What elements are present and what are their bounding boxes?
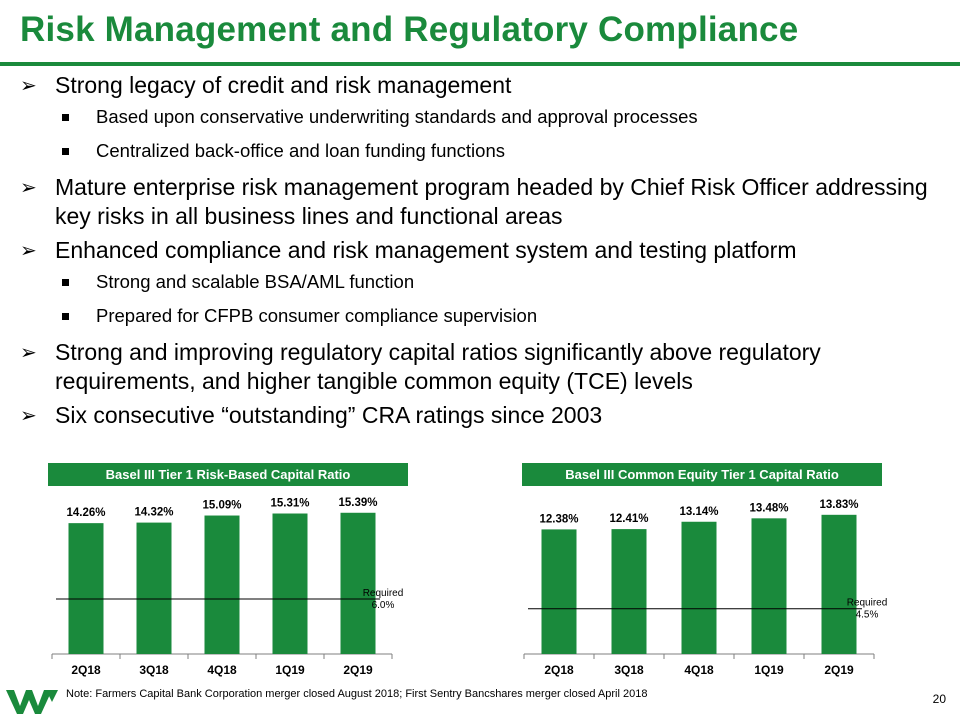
cet1-capital-chart: Basel III Common Equity Tier 1 Capital R… — [520, 463, 887, 683]
bar — [340, 512, 376, 654]
arrow-bullet-icon: ➢ — [20, 175, 37, 199]
square-bullet-icon — [62, 114, 69, 121]
sub-bullet-text: Based upon conservative underwriting sta… — [96, 106, 698, 127]
bullet-item: ➢ Strong legacy of credit and risk manag… — [20, 71, 950, 100]
required-label: Required — [847, 598, 888, 609]
square-bullet-icon — [62, 148, 69, 155]
x-tick-label: 4Q18 — [207, 663, 237, 677]
page-number: 20 — [932, 692, 946, 706]
x-tick-label: 1Q19 — [754, 663, 784, 677]
bar-value-label: 12.38% — [539, 513, 578, 525]
x-tick-label: 2Q19 — [824, 663, 854, 677]
required-label: 4.5% — [856, 610, 879, 621]
chart-plot: 12.38% 2Q18 12.41% 3Q18 13.14% 4Q18 13.48% 1Q19… — [523, 499, 888, 677]
bar-value-label: 13.14% — [679, 506, 718, 518]
arrow-bullet-icon: ➢ — [20, 403, 37, 427]
bar — [821, 514, 857, 654]
bullet-item: ➢ Enhanced compliance and risk managemen… — [20, 236, 950, 265]
chart-title: Basel III Tier 1 Risk-Based Capital Rati… — [48, 463, 408, 486]
x-tick-label: 4Q18 — [684, 663, 714, 677]
bar — [611, 529, 647, 654]
x-tick-label: 2Q19 — [343, 663, 373, 677]
bar — [681, 521, 717, 654]
bar-value-label: 13.48% — [749, 502, 788, 514]
x-tick-label: 2Q18 — [71, 663, 101, 677]
footnote: Note: Farmers Capital Bank Corporation m… — [66, 688, 648, 700]
bar — [541, 529, 577, 654]
sub-bullet-text: Centralized back-office and loan funding… — [96, 140, 505, 161]
sub-bullet-text: Strong and scalable BSA/AML function — [96, 271, 415, 292]
sub-bullet-item: Strong and scalable BSA/AML function — [20, 270, 950, 294]
arrow-bullet-icon: ➢ — [20, 238, 37, 262]
bar — [136, 522, 172, 654]
bar — [204, 515, 240, 654]
required-label: 6.0% — [372, 600, 395, 611]
bullet-text: Strong and improving regulatory capital … — [55, 339, 821, 394]
bar-value-label: 14.26% — [66, 507, 105, 519]
x-tick-label: 3Q18 — [139, 663, 169, 677]
x-tick-label: 2Q18 — [544, 663, 574, 677]
bullet-text: Strong legacy of credit and risk managem… — [55, 72, 512, 98]
chart-title: Basel III Common Equity Tier 1 Capital R… — [522, 463, 882, 486]
bullet-text: Mature enterprise risk management progra… — [55, 174, 928, 229]
bar-value-label: 13.83% — [819, 499, 858, 511]
bar — [272, 513, 308, 654]
square-bullet-icon — [62, 313, 69, 320]
sub-bullet-text: Prepared for CFPB consumer compliance su… — [96, 305, 538, 326]
bar — [751, 518, 787, 654]
bar — [68, 523, 104, 654]
x-tick-label: 3Q18 — [614, 663, 644, 677]
chart-plot: 14.26% 2Q18 14.32% 3Q18 15.09% 4Q18 15.31% 1Q19… — [51, 497, 404, 677]
square-bullet-icon — [62, 279, 69, 286]
company-logo — [6, 686, 58, 721]
sub-bullet-item: Based upon conservative underwriting sta… — [20, 105, 950, 129]
x-tick-label: 1Q19 — [275, 663, 305, 677]
bullet-item: ➢ Strong and improving regulatory capita… — [20, 338, 950, 396]
bullet-text: Six consecutive “outstanding” CRA rating… — [55, 402, 603, 428]
bullet-item: ➢ Mature enterprise risk management prog… — [20, 173, 950, 231]
sub-bullet-item: Centralized back-office and loan funding… — [20, 139, 950, 163]
bullet-text: Enhanced compliance and risk management … — [55, 237, 797, 263]
sub-bullet-item: Prepared for CFPB consumer compliance su… — [20, 304, 950, 328]
arrow-bullet-icon: ➢ — [20, 73, 37, 97]
page-title: Risk Management and Regulatory Complianc… — [20, 10, 799, 49]
bar-value-label: 12.41% — [609, 513, 648, 525]
arrow-bullet-icon: ➢ — [20, 340, 37, 364]
bar-value-label: 15.09% — [202, 500, 241, 512]
bar-value-label: 15.39% — [338, 497, 377, 509]
tier1-capital-chart: Basel III Tier 1 Risk-Based Capital Rati… — [40, 463, 408, 683]
required-label: Required — [363, 588, 404, 599]
bar-value-label: 15.31% — [270, 498, 309, 510]
bullet-item: ➢ Six consecutive “outstanding” CRA rati… — [20, 401, 950, 430]
bar-value-label: 14.32% — [134, 507, 173, 519]
bullet-list: ➢ Strong legacy of credit and risk manag… — [20, 71, 950, 435]
title-divider — [0, 62, 960, 66]
